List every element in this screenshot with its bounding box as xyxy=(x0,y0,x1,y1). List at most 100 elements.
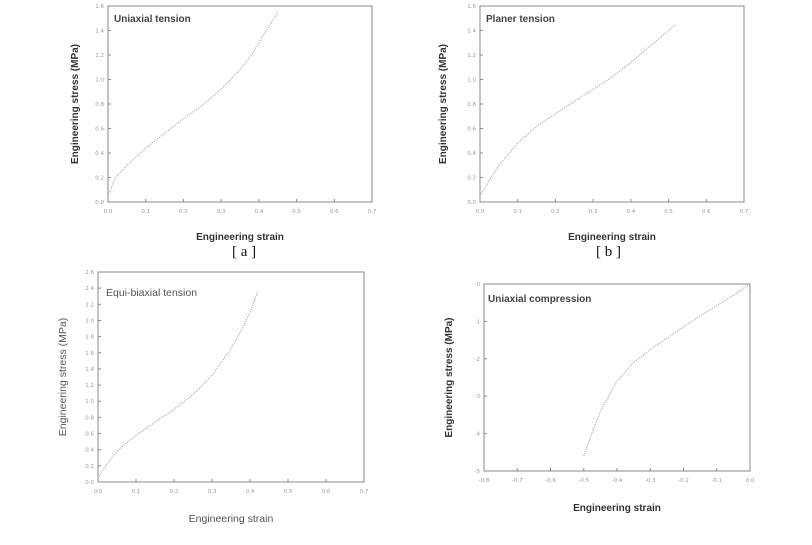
y-tick-label: 0.6 xyxy=(467,127,476,133)
y-tick-label: 0.0 xyxy=(85,480,94,486)
x-tick-label: 0.2 xyxy=(179,209,188,215)
y-tick-label: 1.8 xyxy=(85,335,94,341)
x-axis-label: Engineering strain xyxy=(189,513,274,525)
x-tick-label: 0.1 xyxy=(132,489,141,495)
x-tick-label: -0.1 xyxy=(711,478,722,484)
x-tick-label: -0.3 xyxy=(645,478,656,484)
chart-panel-equi-biaxial-tension: 0.0 0.1 0.2 0.3 0.4 0.5 0.6 0.7 0.0 0.2 0.4 0.6 0.8 1… xyxy=(54,268,384,528)
y-tick-label: 0.6 xyxy=(95,127,104,133)
x-tick-label: 0.7 xyxy=(368,209,377,215)
x-tick-label: -0.7 xyxy=(512,478,523,484)
x-tick-label: 0.4 xyxy=(626,209,635,215)
x-tick-label: -0.5 xyxy=(578,478,589,484)
chart-panel-uniaxial-tension: 0.0 0.1 0.2 0.3 0.4 0.5 0.6 0.7 0.0 0.2 0.4 0.6 0.8 1… xyxy=(60,0,390,250)
x-tick-label: 0.7 xyxy=(360,489,369,495)
x-tick-label: 0.2 xyxy=(170,489,179,495)
x-tick-label: 0.3 xyxy=(589,209,598,215)
y-tick-label: 0.2 xyxy=(467,176,476,182)
y-tick-label: 1.6 xyxy=(467,4,476,10)
y-tick-label: 0.0 xyxy=(95,200,104,206)
x-tick-label: -0.4 xyxy=(612,478,623,484)
y-tick-label: 0.8 xyxy=(95,102,104,108)
y-axis-label: Engineering stress (MPa) xyxy=(438,44,449,164)
chart-panel-uniaxial-compression: -0.8 -0.7 -0.6 -0.5 -0.4 -0.3 -0.2 -0.1 0.0 -5 -4 -… xyxy=(436,276,766,528)
chart-svg: 0.0 0.1 0.2 0.3 0.4 0.5 0.6 0.7 0.0 0.2 0.4 0.6 0.8 1… xyxy=(57,270,369,525)
data-series-line xyxy=(107,11,279,197)
y-tick-label: 0.2 xyxy=(95,176,104,182)
x-tick-label: 0.0 xyxy=(104,209,113,215)
chart-title: Uniaxial tension xyxy=(114,14,191,25)
y-tick-label: 2.0 xyxy=(85,318,94,324)
y-axis-label: Engineering stress (MPa) xyxy=(70,44,81,164)
y-tick-label: 1.6 xyxy=(95,4,104,10)
y-tick-label: -5 xyxy=(475,469,481,475)
y-tick-label: 1.4 xyxy=(85,367,94,373)
y-axis-label: Engineering stress (MPa) xyxy=(444,317,455,437)
plot-frame xyxy=(97,271,365,483)
y-tick-label: 1.0 xyxy=(85,399,94,405)
data-series-line xyxy=(583,283,751,457)
y-tick-label: -2 xyxy=(475,357,480,363)
x-tick-label: -0.8 xyxy=(479,478,490,484)
y-tick-label: 0.8 xyxy=(85,415,94,421)
y-tick-label: 1.6 xyxy=(85,351,94,357)
x-tick-label: 0.3 xyxy=(217,209,226,215)
x-tick-label: 0.0 xyxy=(476,209,485,215)
x-tick-label: 0.4 xyxy=(254,209,263,215)
chart-title: Uniaxial compression xyxy=(488,294,591,305)
y-tick-label: 1.2 xyxy=(95,53,104,59)
plot-frame xyxy=(107,5,373,203)
y-tick-label: 1.0 xyxy=(467,78,476,84)
y-tick-label: 0.2 xyxy=(85,464,94,470)
x-tick-label: 0.5 xyxy=(664,209,673,215)
x-tick-label: 0.6 xyxy=(702,209,711,215)
x-tick-label: 0.1 xyxy=(141,209,150,215)
plot-frame xyxy=(479,5,745,203)
y-tick-label: 0.4 xyxy=(467,151,476,157)
y-tick-label: 0.0 xyxy=(467,200,476,206)
x-tick-label: 0.5 xyxy=(284,489,293,495)
y-tick-label: -1 xyxy=(475,319,480,325)
x-tick-label: 0.6 xyxy=(322,489,331,495)
chart-svg: 0.0 0.1 0.2 0.3 0.4 0.5 0.6 0.7 0.0 0.2 0.4 0.6 0.8 1… xyxy=(438,4,749,243)
y-tick-label: -3 xyxy=(475,394,481,400)
y-tick-label: 0.6 xyxy=(85,432,94,438)
y-tick-label: 0.4 xyxy=(95,151,104,157)
chart-title: Planer tension xyxy=(486,14,555,25)
y-tick-label: 0.4 xyxy=(85,448,94,454)
y-tick-label: 1.2 xyxy=(85,383,94,389)
y-tick-label: 1.4 xyxy=(467,29,476,35)
x-tick-label: -0.6 xyxy=(545,478,556,484)
chart-svg: -0.8 -0.7 -0.6 -0.5 -0.4 -0.3 -0.2 -0.1 0.0 -5 -4 -… xyxy=(444,282,755,514)
y-tick-label: 2.6 xyxy=(85,270,94,276)
y-tick-label: -4 xyxy=(475,432,481,438)
caption-b: [ b ] xyxy=(596,244,621,260)
x-axis-label: Engineering strain xyxy=(568,232,656,243)
chart-svg: 0.0 0.1 0.2 0.3 0.4 0.5 0.6 0.7 0.0 0.2 0.4 0.6 0.8 1… xyxy=(70,4,377,243)
y-axis-label: Engineering stress (MPa) xyxy=(57,318,69,436)
data-series-line xyxy=(97,292,259,479)
y-tick-label: 1.2 xyxy=(467,53,476,59)
y-tick-label: 0 xyxy=(477,282,481,288)
data-series-line xyxy=(479,24,677,197)
plot-frame xyxy=(483,283,751,472)
y-tick-label: 1.4 xyxy=(95,29,104,35)
x-tick-label: 0.2 xyxy=(551,209,560,215)
x-tick-label: 0.0 xyxy=(94,489,103,495)
chart-title: Equi-biaxial tension xyxy=(106,287,197,299)
x-tick-label: 0.4 xyxy=(246,489,255,495)
y-tick-label: 2.4 xyxy=(85,286,94,292)
x-tick-label: 0.0 xyxy=(746,478,755,484)
y-tick-label: 2.2 xyxy=(85,302,94,308)
y-tick-label: 1.0 xyxy=(95,78,104,84)
x-tick-label: -0.2 xyxy=(678,478,689,484)
x-axis-label: Engineering strain xyxy=(196,232,284,243)
caption-a: [ a ] xyxy=(232,244,257,260)
chart-panel-planer-tension: 0.0 0.1 0.2 0.3 0.4 0.5 0.6 0.7 0.0 0.2 0.4 0.6 0.8 1… xyxy=(432,0,762,250)
y-tick-label: 0.8 xyxy=(467,102,476,108)
x-tick-label: 0.3 xyxy=(208,489,217,495)
x-tick-label: 0.6 xyxy=(330,209,339,215)
x-tick-label: 0.5 xyxy=(292,209,301,215)
x-tick-label: 0.7 xyxy=(740,209,749,215)
x-tick-label: 0.1 xyxy=(513,209,522,215)
